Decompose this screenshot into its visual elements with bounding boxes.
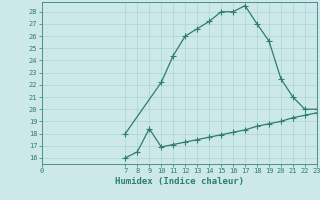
X-axis label: Humidex (Indice chaleur): Humidex (Indice chaleur) [115,177,244,186]
